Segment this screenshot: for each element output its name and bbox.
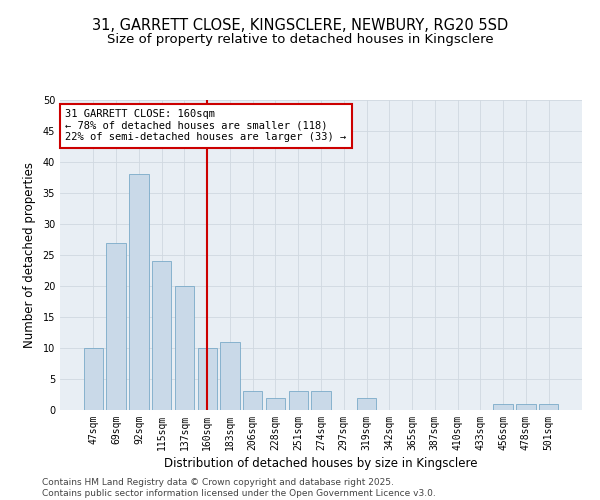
Bar [266, 398, 285, 410]
Text: Size of property relative to detached houses in Kingsclere: Size of property relative to detached ho… [107, 32, 493, 46]
X-axis label: Distribution of detached houses by size in Kingsclere: Distribution of detached houses by size … [164, 457, 478, 470]
Bar [197, 348, 217, 410]
Text: Contains HM Land Registry data © Crown copyright and database right 2025.
Contai: Contains HM Land Registry data © Crown c… [42, 478, 436, 498]
Text: 31, GARRETT CLOSE, KINGSCLERE, NEWBURY, RG20 5SD: 31, GARRETT CLOSE, KINGSCLERE, NEWBURY, … [92, 18, 508, 32]
Bar [106, 242, 126, 410]
Bar [289, 392, 308, 410]
Bar [152, 261, 172, 410]
Bar [357, 398, 376, 410]
Bar [84, 348, 103, 410]
Bar [175, 286, 194, 410]
Bar [539, 404, 558, 410]
Bar [220, 342, 239, 410]
Bar [311, 392, 331, 410]
Bar [129, 174, 149, 410]
Bar [516, 404, 536, 410]
Y-axis label: Number of detached properties: Number of detached properties [23, 162, 35, 348]
Bar [493, 404, 513, 410]
Bar [243, 392, 262, 410]
Text: 31 GARRETT CLOSE: 160sqm
← 78% of detached houses are smaller (118)
22% of semi-: 31 GARRETT CLOSE: 160sqm ← 78% of detach… [65, 110, 346, 142]
